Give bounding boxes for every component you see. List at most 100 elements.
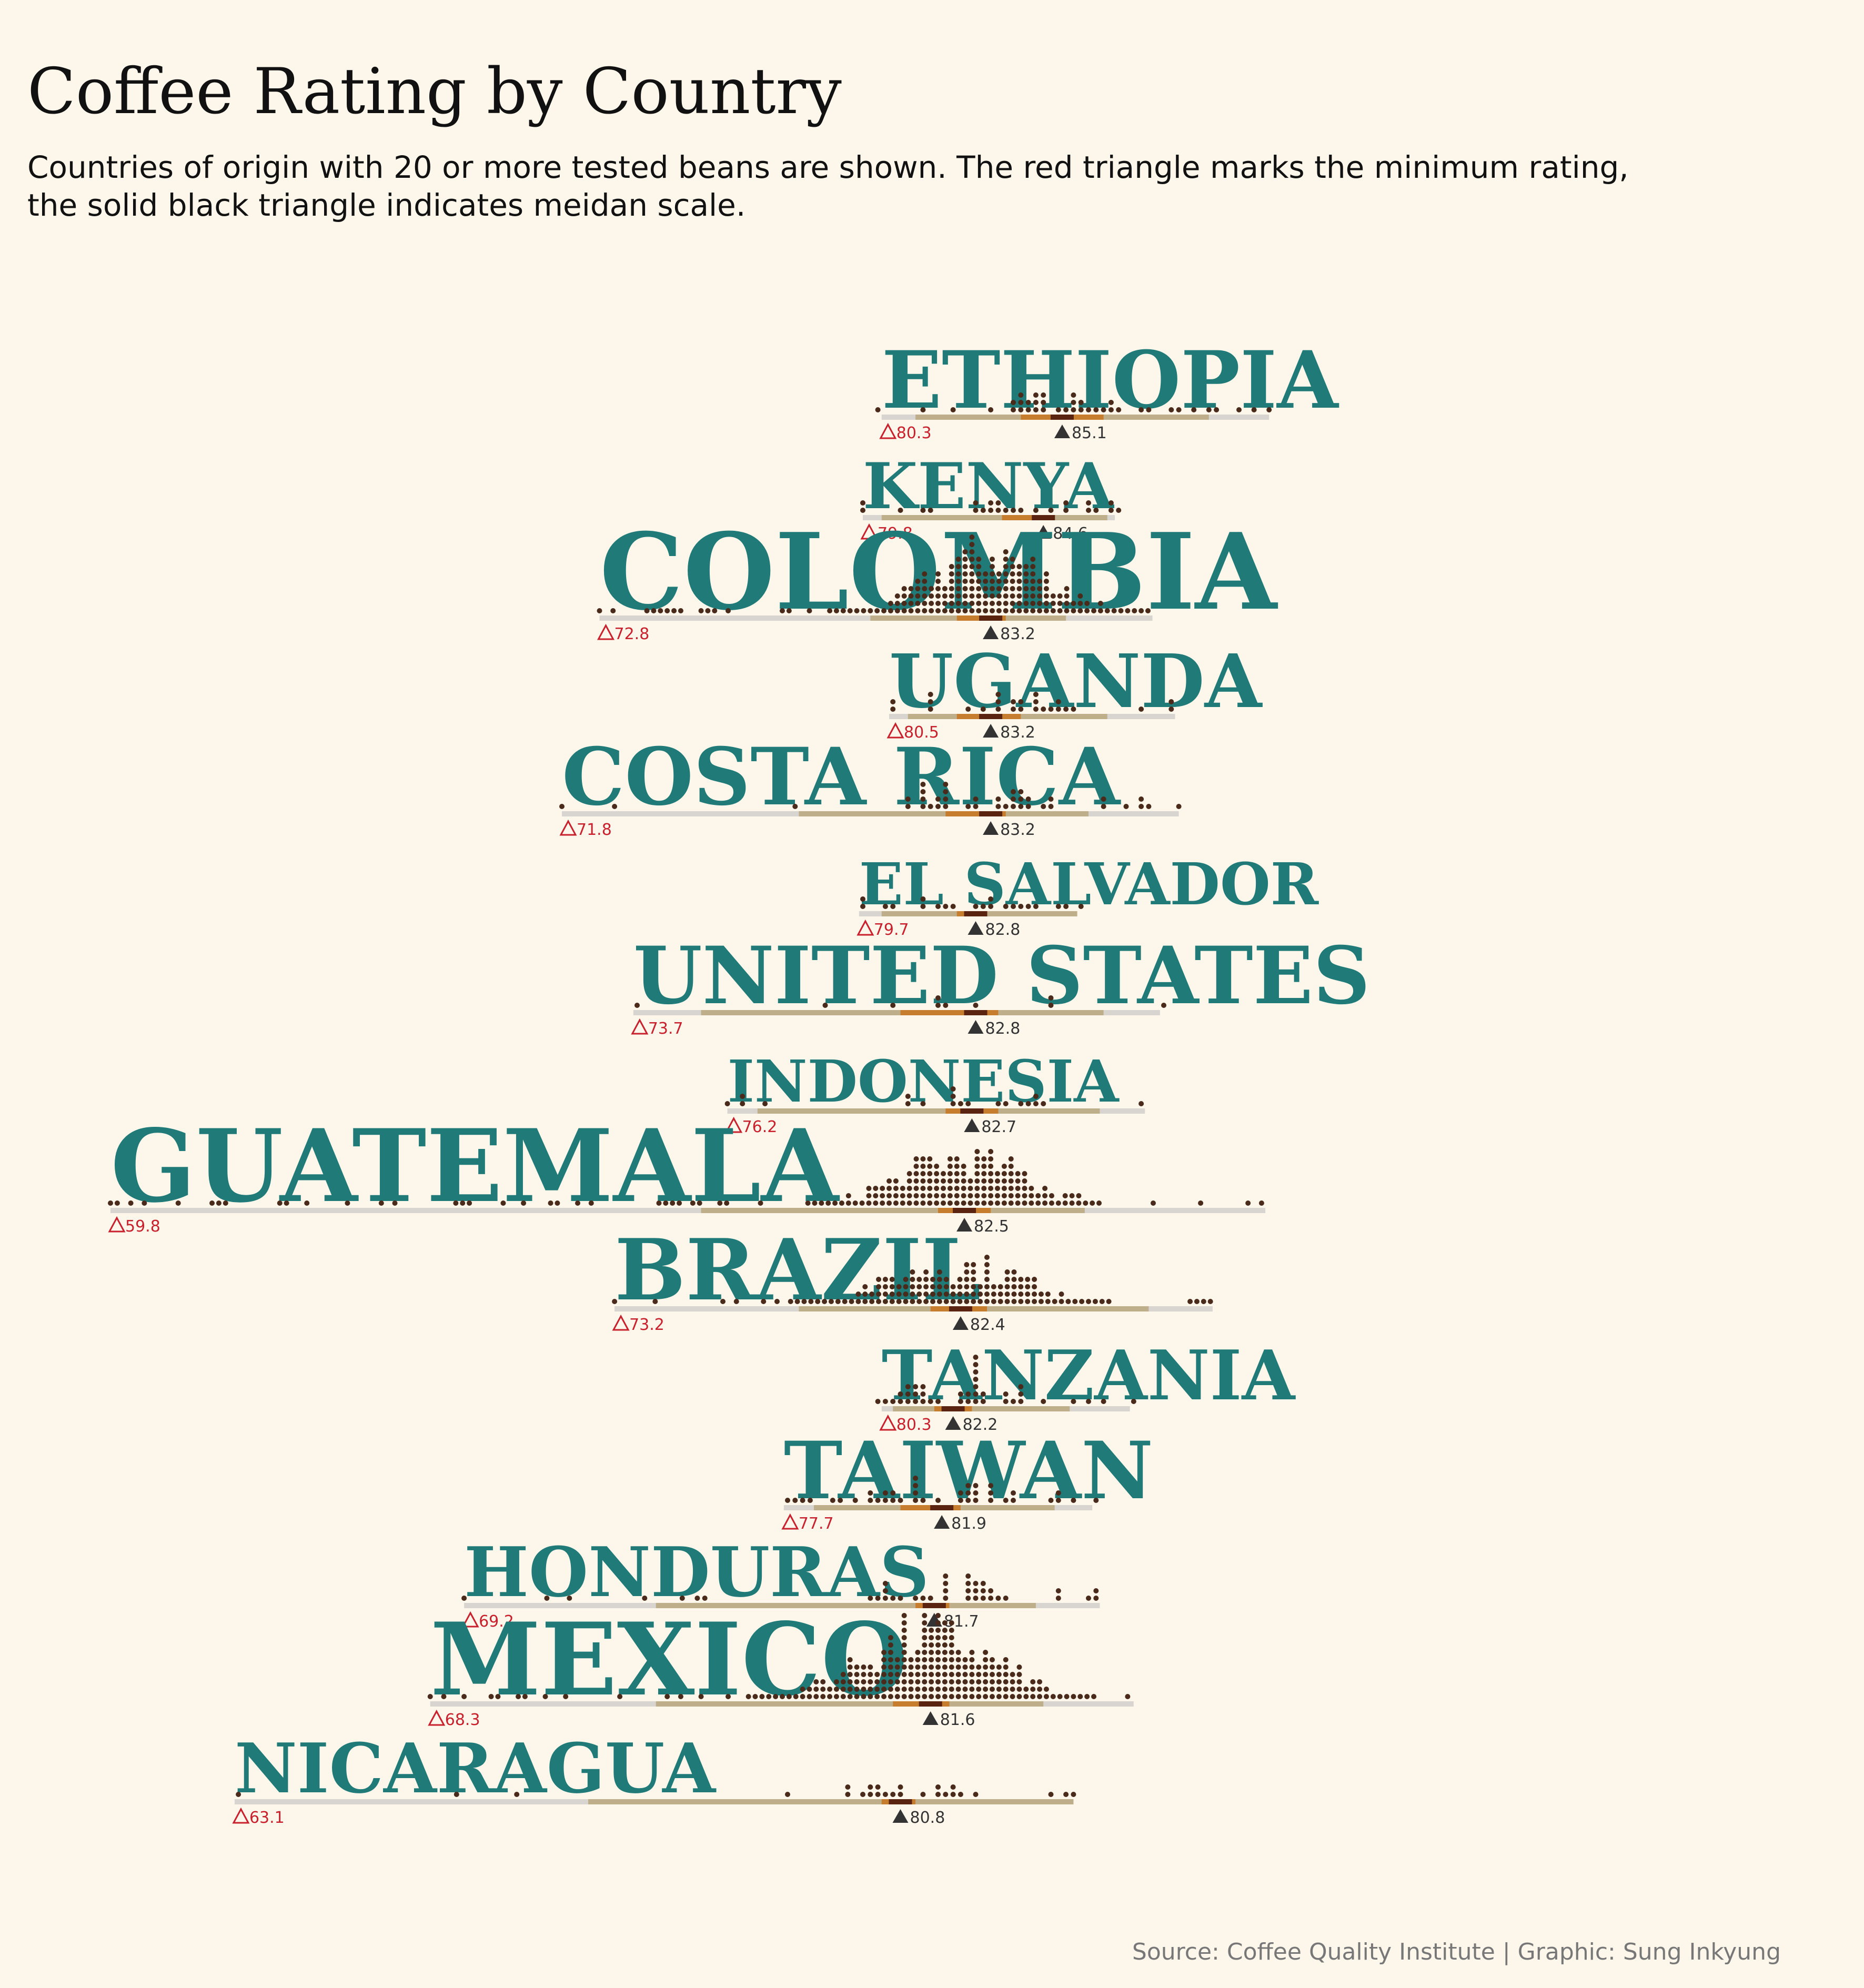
median-value-label: 81.6 — [940, 1711, 975, 1729]
rating-dot — [792, 804, 798, 809]
rating-dot — [961, 1171, 966, 1176]
rating-dot — [920, 407, 926, 412]
rating-dot — [1077, 601, 1083, 606]
rating-dot — [980, 1399, 986, 1404]
rating-dot — [893, 1186, 899, 1191]
rating-dot — [740, 1101, 745, 1106]
rating-dot — [962, 601, 968, 606]
rating-dot — [874, 1672, 880, 1677]
rating-dot — [1008, 1156, 1014, 1162]
rating-dot — [941, 1200, 946, 1206]
rating-dot — [949, 1672, 954, 1677]
rating-dot — [759, 1694, 765, 1699]
rating-dot — [981, 1171, 987, 1176]
rating-dot — [988, 896, 994, 902]
rating-dot — [974, 1171, 980, 1176]
rating-dot — [861, 1694, 866, 1699]
rating-dot — [989, 601, 995, 606]
rating-dot — [874, 1679, 880, 1684]
rating-dot — [678, 1694, 683, 1699]
rating-dot — [1043, 586, 1049, 591]
rating-dot — [965, 1596, 971, 1601]
rating-dot — [1071, 1792, 1076, 1797]
rating-dot — [142, 1200, 147, 1206]
rating-dot — [882, 1291, 888, 1297]
rating-dot — [1030, 608, 1036, 613]
rating-dot — [880, 1200, 885, 1206]
rating-dot — [913, 1178, 919, 1184]
rating-dot — [941, 1171, 946, 1176]
rating-dot — [920, 796, 926, 802]
rating-dot — [935, 904, 941, 909]
rating-dot — [1071, 608, 1076, 613]
rating-dot — [1018, 407, 1024, 412]
rating-dot — [901, 601, 907, 606]
rating-dot — [882, 1581, 888, 1586]
rating-dot — [973, 1399, 979, 1404]
rating-dot — [855, 1299, 861, 1304]
rating-dot — [1025, 407, 1031, 412]
rating-dot — [705, 608, 711, 613]
rating-dot — [973, 1792, 979, 1797]
rating-dot — [1042, 1200, 1048, 1206]
rating-dot — [175, 1200, 181, 1206]
rating-dot — [974, 1178, 980, 1184]
rating-dot — [1011, 1291, 1017, 1297]
rating-dot — [969, 534, 975, 540]
rating-dot — [964, 1299, 970, 1304]
rating-dot — [1016, 593, 1022, 599]
rating-dot — [1041, 1399, 1046, 1404]
rating-dot — [949, 1679, 954, 1684]
rating-dot — [995, 804, 1001, 809]
rating-dot — [935, 1498, 941, 1503]
rating-dot — [949, 1664, 954, 1670]
rating-dot — [788, 1299, 793, 1304]
rating-dot — [989, 1657, 995, 1662]
rating-dot — [1029, 1186, 1034, 1191]
rating-dot — [833, 608, 839, 613]
min-value-label: 72.8 — [614, 625, 650, 643]
rating-dot — [973, 508, 979, 513]
rating-dot — [873, 1200, 879, 1206]
rating-dot — [854, 608, 860, 613]
rating-dot — [1033, 904, 1039, 909]
rating-dot — [973, 904, 979, 909]
rating-dot — [934, 1186, 940, 1191]
rating-dot — [563, 1694, 569, 1699]
rating-dot — [943, 1596, 949, 1601]
rating-dot — [949, 1694, 954, 1699]
rating-dot — [935, 586, 941, 591]
rating-dot — [1084, 608, 1090, 613]
rating-dot — [1245, 1200, 1251, 1206]
rating-dot — [1055, 1490, 1061, 1496]
rating-dot — [745, 1694, 751, 1699]
rating-dot — [927, 1156, 933, 1162]
rating-dot — [1001, 1200, 1007, 1206]
rating-dot — [1033, 707, 1039, 712]
rating-dot — [950, 1792, 956, 1797]
rating-dot — [1194, 1299, 1200, 1304]
rating-dot — [988, 1483, 994, 1488]
rating-dot — [1003, 1657, 1009, 1662]
rating-dot — [973, 796, 979, 802]
rating-dot — [1097, 608, 1103, 613]
rating-dot — [901, 1628, 907, 1633]
rating-dot — [1091, 608, 1097, 613]
rating-dot — [913, 1186, 919, 1191]
rating-dot — [1030, 586, 1036, 591]
rating-dot — [976, 571, 982, 577]
rating-dot — [888, 1642, 893, 1648]
rating-dot — [973, 1581, 979, 1586]
rating-dot — [1003, 1399, 1009, 1404]
rating-dot — [832, 1200, 838, 1206]
rating-dot — [1001, 1178, 1007, 1184]
rating-dot — [454, 1792, 459, 1797]
rating-dot — [1011, 1399, 1016, 1404]
range-p10-p90 — [656, 1701, 1044, 1707]
min-marker-icon — [781, 1513, 799, 1530]
rating-dot — [903, 1291, 909, 1297]
rating-dot — [845, 1784, 851, 1790]
rating-dot — [813, 1679, 819, 1684]
rating-dot — [1010, 593, 1015, 599]
